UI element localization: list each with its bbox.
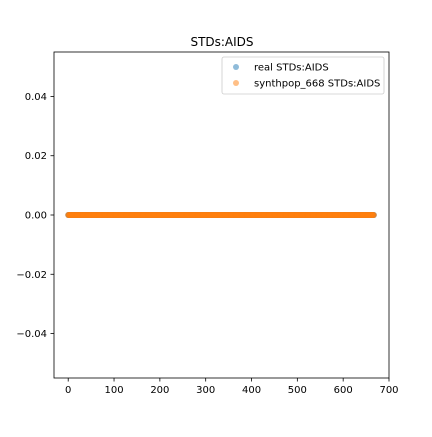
x-tick-label: 600 bbox=[334, 385, 353, 396]
x-axis: 0 100 200 300 400 500 600 700 bbox=[65, 378, 399, 396]
y-tick-label: 0.00 bbox=[25, 211, 47, 222]
x-tick-label: 300 bbox=[196, 385, 215, 396]
legend: real STDs:AIDS synthpop_668 STDs:AIDS bbox=[221, 56, 385, 95]
legend-marker bbox=[233, 64, 239, 70]
x-tick-label: 200 bbox=[150, 385, 169, 396]
scatter-point bbox=[370, 212, 377, 218]
x-tick-label: 400 bbox=[242, 385, 261, 396]
y-tick-label: 0.02 bbox=[25, 151, 47, 162]
series-1-points bbox=[65, 212, 377, 218]
chart-title: STDs:AIDS bbox=[190, 35, 253, 49]
legend-marker bbox=[233, 80, 239, 86]
y-tick-label: −0.04 bbox=[16, 329, 47, 340]
y-tick-label: −0.02 bbox=[16, 270, 47, 281]
x-tick-label: 700 bbox=[379, 385, 398, 396]
y-axis: −0.04 −0.02 0.00 0.02 0.04 bbox=[16, 92, 54, 340]
legend-label: synthpop_668 STDs:AIDS bbox=[254, 79, 380, 90]
legend-box bbox=[221, 56, 385, 95]
points-layer bbox=[65, 212, 377, 218]
y-tick-label: 0.04 bbox=[25, 92, 47, 103]
x-tick-label: 100 bbox=[104, 385, 123, 396]
legend-label: real STDs:AIDS bbox=[254, 63, 329, 74]
x-tick-label: 500 bbox=[288, 385, 307, 396]
x-tick-label: 0 bbox=[65, 385, 71, 396]
